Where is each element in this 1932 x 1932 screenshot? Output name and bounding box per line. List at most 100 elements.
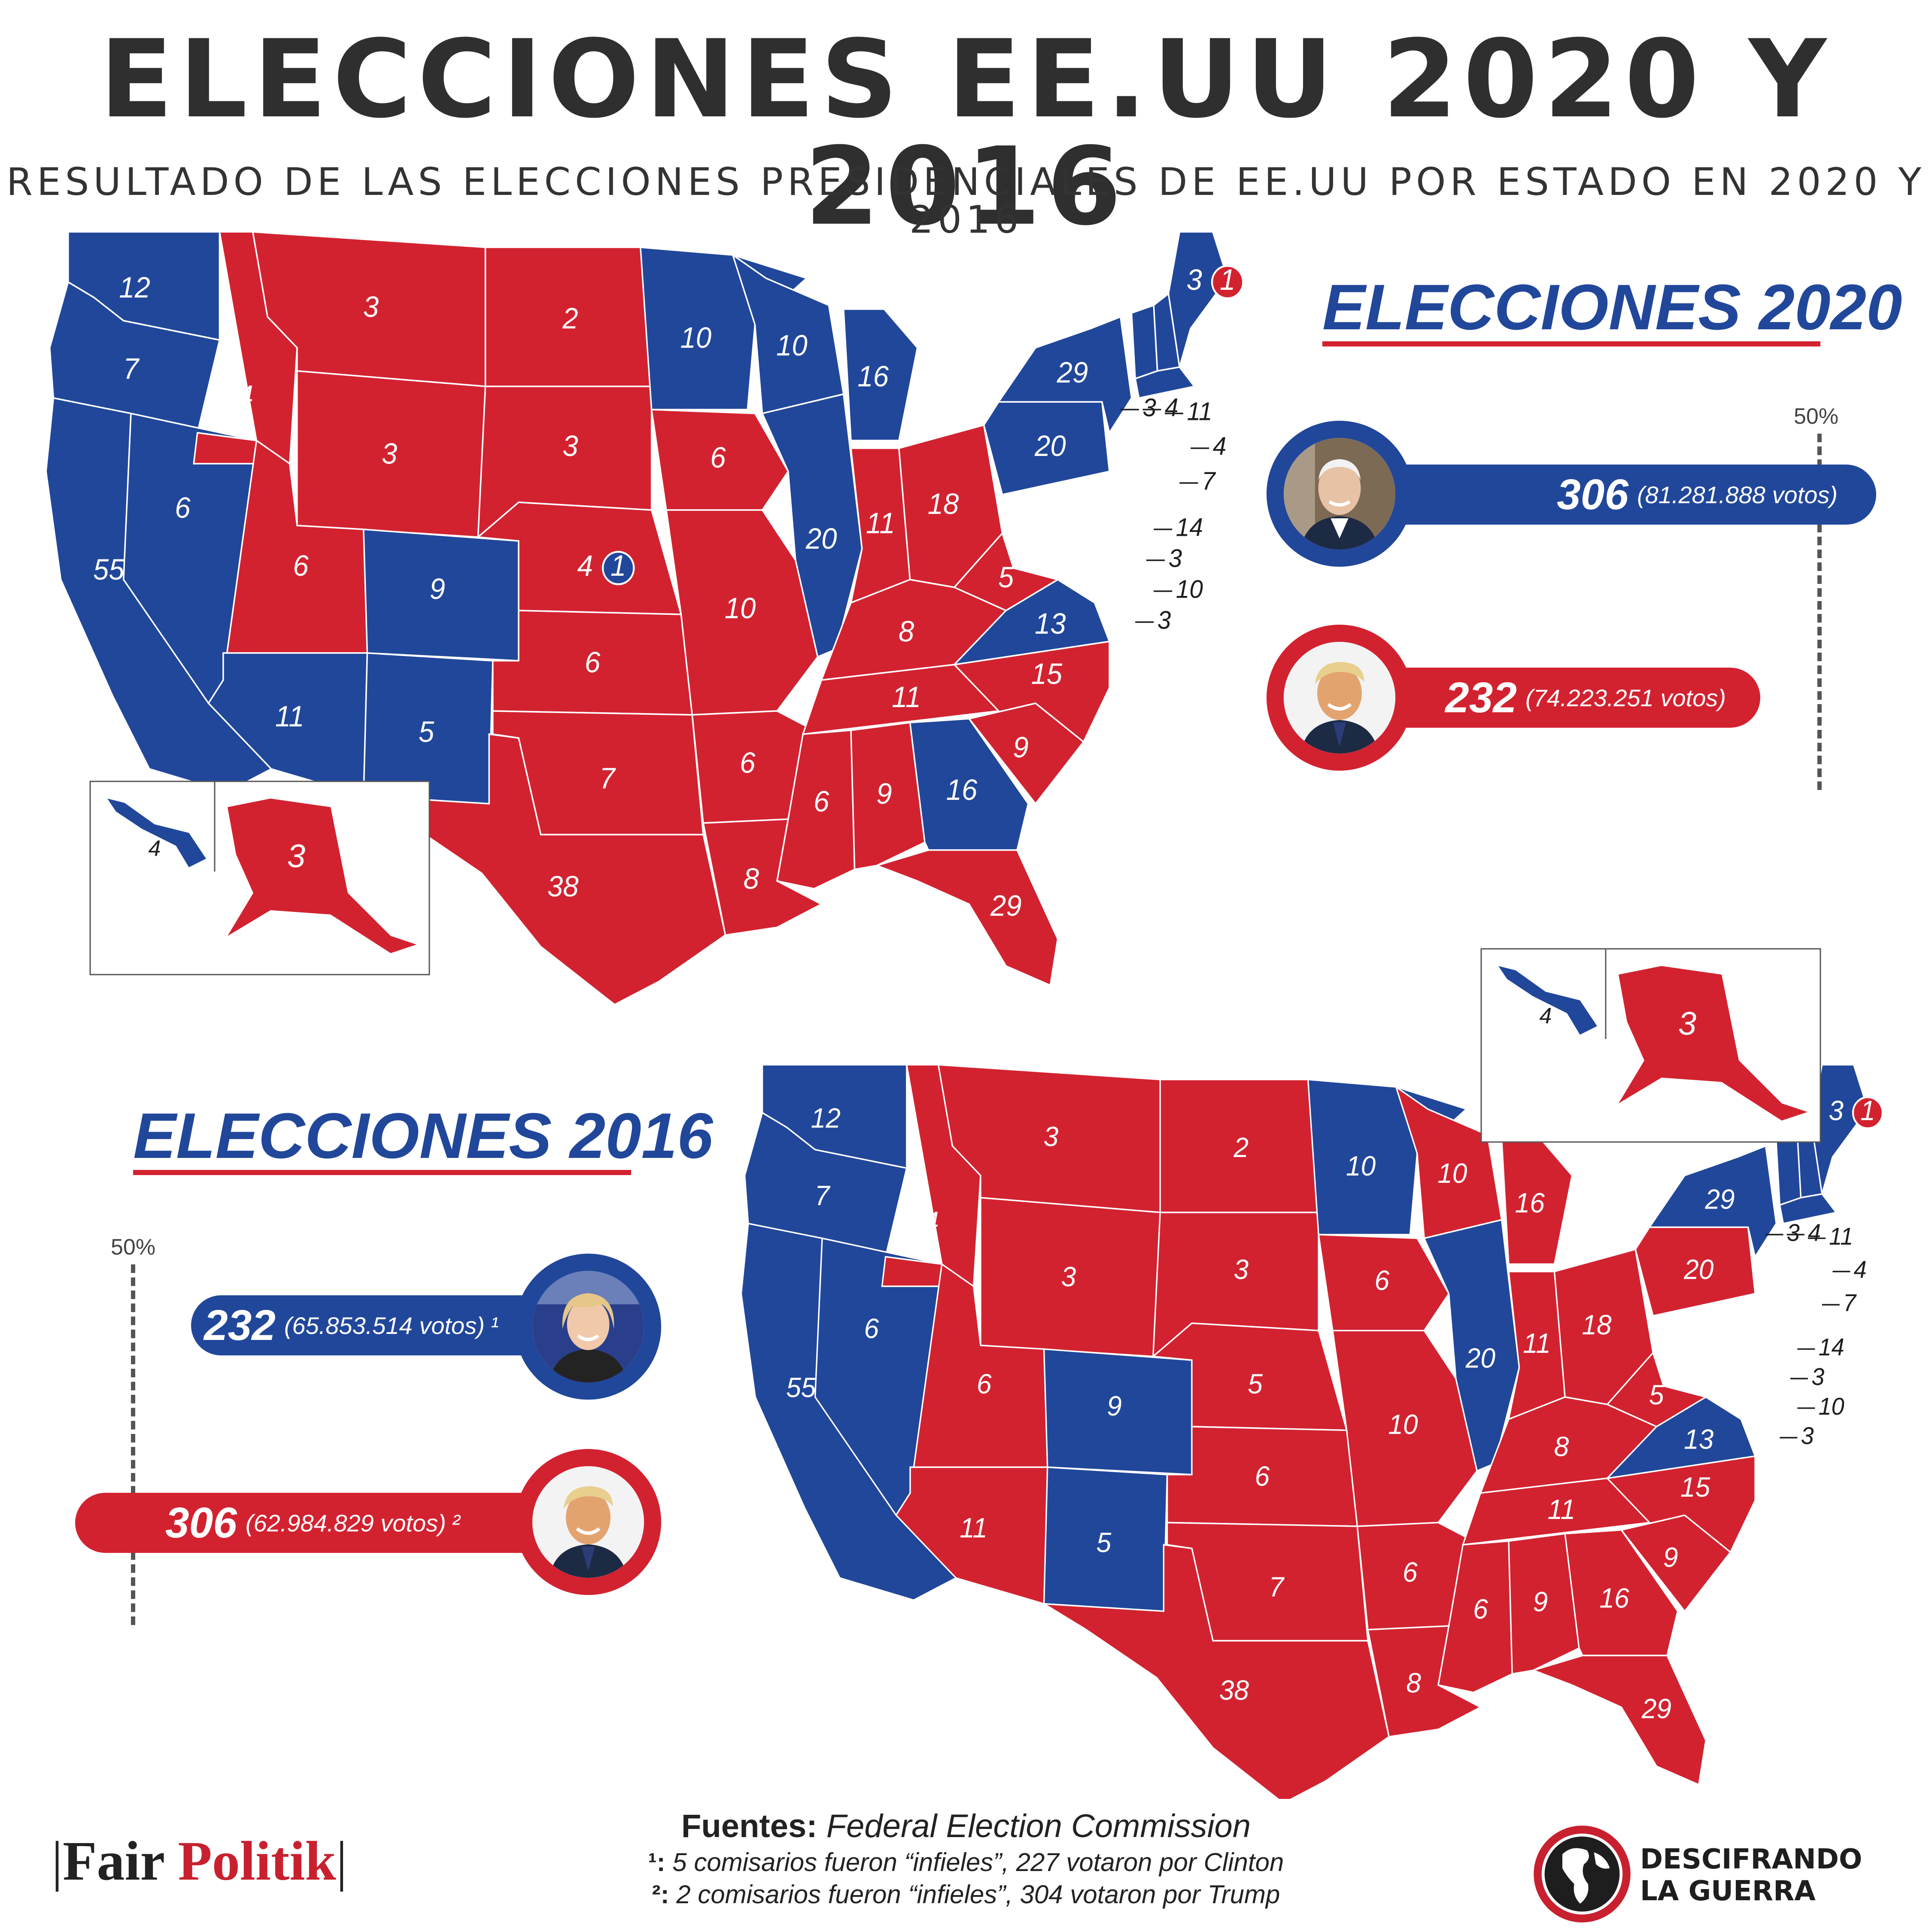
- state-label-ks: 6: [585, 646, 601, 679]
- state-label-mo: 10: [725, 592, 756, 625]
- clinton-portrait-icon: [532, 1271, 644, 1382]
- state-label-id: 4: [237, 380, 253, 413]
- state-mo: [1332, 1330, 1478, 1527]
- state-label-il: 20: [1465, 1342, 1495, 1374]
- state-label-or: 7: [815, 1179, 831, 1211]
- clinton-footnote-marker: ¹: [490, 1312, 499, 1339]
- state-label-wa: 12: [811, 1102, 841, 1134]
- state-label-tx: 38: [547, 870, 579, 903]
- state-label-ca: 55: [93, 553, 125, 586]
- state-ia: [1318, 1233, 1450, 1331]
- state-label-me: 3: [1187, 264, 1202, 297]
- state-label-ak: 3: [287, 838, 305, 875]
- fairpolitik-logo: |Fair Politik|: [52, 1830, 347, 1892]
- state-label-ma: 11: [1829, 1223, 1853, 1250]
- state-label-ms: 6: [1473, 1593, 1488, 1625]
- state-label-md: 10: [1819, 1393, 1844, 1420]
- trump-2020-electoral-votes: 232: [1445, 673, 1517, 722]
- state-label-ok: 7: [599, 762, 616, 795]
- state-label-sc: 9: [1013, 731, 1028, 764]
- state-label-ut: 6: [293, 550, 309, 583]
- avatar-clinton: [515, 1254, 661, 1400]
- state-label-ct: 7: [1843, 1289, 1857, 1316]
- state-il: [761, 393, 863, 658]
- state-label-ky: 8: [899, 615, 914, 648]
- state-label-nd: 2: [1233, 1132, 1249, 1163]
- state-label-al: 9: [1533, 1586, 1548, 1617]
- state-me: [1167, 231, 1229, 368]
- state-label-sc: 9: [1663, 1541, 1678, 1573]
- state-label-ky: 8: [1554, 1431, 1569, 1462]
- heading-2020: ELECCIONES 2020: [1322, 271, 1902, 343]
- state-label-ut: 6: [977, 1368, 992, 1400]
- state-label-nm: 5: [419, 716, 434, 749]
- biden-popular-votes: (81.281.888 votos): [1637, 481, 1838, 508]
- state-label-wa: 12: [119, 271, 150, 304]
- state-label-tn: 11: [892, 681, 921, 714]
- state-label-va: 13: [1035, 608, 1066, 641]
- state-label-wy: 3: [1061, 1261, 1076, 1293]
- state-label-nh: 4: [1808, 1219, 1821, 1246]
- state-label-hi: 4: [149, 836, 161, 861]
- heading-2020-underline: [1322, 341, 1820, 346]
- state-vt: [1130, 304, 1158, 380]
- state-nc: [1606, 1455, 1756, 1553]
- state-label-nj: 14: [1176, 513, 1203, 542]
- heading-2016-underline: [133, 1170, 631, 1175]
- logo-line2: LA GUERRA: [1640, 1875, 1816, 1907]
- state-al: [850, 721, 926, 871]
- state-label-in: 11: [866, 507, 895, 540]
- sources-label: Fuentes:: [681, 1808, 817, 1844]
- state-label-la: 8: [744, 863, 759, 896]
- avatar-trump-2020: [1267, 625, 1413, 771]
- state-fl: [1531, 1655, 1707, 1786]
- trump-2016-footnote-marker: ²: [452, 1509, 460, 1537]
- avatar-biden: [1267, 421, 1413, 567]
- state-label-sd: 3: [562, 430, 578, 463]
- biden-portrait-icon: [1284, 438, 1395, 550]
- state-label-de: 3: [1811, 1363, 1824, 1390]
- sources-value: Federal Election Commission: [826, 1808, 1251, 1844]
- trump-2020-popular-votes: (74.223.251 votos): [1525, 684, 1726, 711]
- logo-line1: DESCIFRANDO: [1640, 1844, 1862, 1875]
- state-label-ga: 16: [1599, 1582, 1629, 1614]
- clinton-popular-votes: (65.853.514 votos): [284, 1312, 485, 1339]
- threshold-label-2020: 50%: [1794, 404, 1839, 429]
- state-mo: [665, 509, 819, 716]
- state-label-nj: 14: [1819, 1334, 1844, 1361]
- trump-2016-electoral-votes: 306: [165, 1498, 237, 1547]
- split-vote-label-me: 1: [1220, 264, 1235, 297]
- state-va: [1605, 1396, 1756, 1479]
- state-label-dc: 3: [1157, 606, 1171, 635]
- state-label-mt: 3: [363, 291, 379, 324]
- note1-text: 5 comisarios fueron “infieles”, 227 vota…: [672, 1848, 1284, 1877]
- trump-portrait-icon: [1284, 642, 1395, 753]
- state-tx: [1043, 1544, 1390, 1799]
- state-label-ga: 16: [946, 774, 978, 807]
- state-label-co: 9: [430, 573, 445, 606]
- clinton-electoral-votes: 232: [204, 1301, 276, 1349]
- state-wv: [953, 532, 1060, 612]
- state-label-il: 20: [805, 522, 837, 556]
- state-label-mn: 10: [1346, 1150, 1376, 1182]
- trump-2016-popular-votes: (62.984.829 votos): [245, 1509, 446, 1537]
- threshold-line-2020: [1817, 434, 1822, 790]
- state-or: [49, 281, 221, 434]
- globe-icon: [1534, 1826, 1631, 1923]
- split-vote-label-ne: 1: [611, 550, 626, 583]
- note1-marker: ¹:: [648, 1848, 665, 1877]
- state-nc: [953, 640, 1110, 743]
- state-label-sd: 3: [1233, 1253, 1249, 1285]
- state-vt: [1775, 1134, 1802, 1206]
- state-label-in: 11: [1523, 1327, 1551, 1359]
- state-label-nm: 5: [1097, 1527, 1112, 1558]
- state-label-nv: 6: [864, 1312, 879, 1344]
- state-hi: [1498, 966, 1597, 1035]
- state-label-ok: 7: [1269, 1571, 1285, 1603]
- state-label-wv: 5: [998, 561, 1014, 594]
- page-title: ELECCIONES EE.UU 2020 Y 2016: [100, 17, 1832, 249]
- state-label-ri: 4: [1213, 432, 1227, 461]
- state-ma: [1134, 366, 1196, 399]
